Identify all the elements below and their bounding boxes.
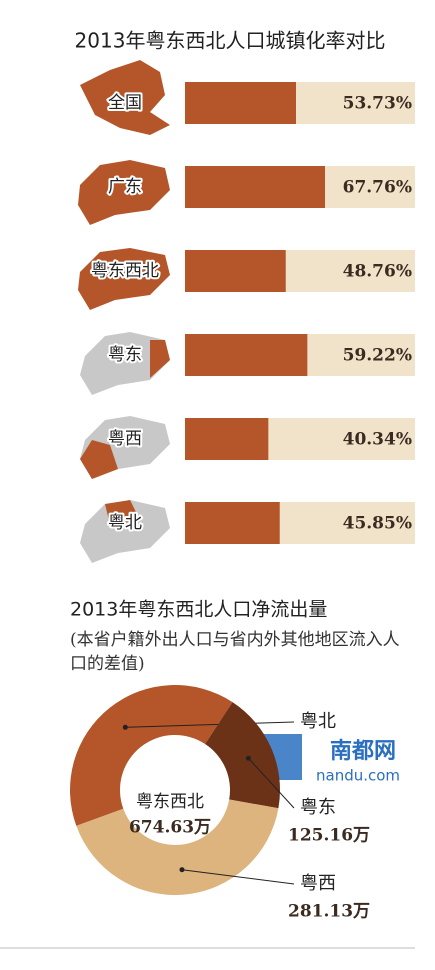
- center-total: 674.63万: [129, 818, 211, 838]
- bar-value-label: 45.85%: [343, 514, 412, 534]
- category-label: 粤西: [108, 429, 142, 449]
- segment-label: 粤东: [300, 797, 336, 818]
- bar-value-label: 53.73%: [343, 94, 412, 114]
- bar-value-label: 40.34%: [343, 430, 412, 450]
- category-label: 广东: [108, 177, 142, 197]
- bar-value-label: 59.22%: [343, 346, 412, 366]
- bar: [185, 334, 308, 376]
- segment-value-label: 125.16万: [288, 826, 370, 846]
- watermark: 南都网 nandu.com: [262, 734, 400, 785]
- category-label: 粤北: [108, 513, 142, 533]
- chart-title: 2013年粤东西北人口净流出量: [70, 599, 327, 621]
- center-label: 粤东西北: [136, 792, 204, 812]
- category-label: 全国: [108, 93, 142, 113]
- chart-title: 2013年粤东西北人口城镇化率对比: [75, 29, 386, 53]
- bar: [185, 166, 325, 208]
- category-label: 粤东西北: [91, 261, 159, 281]
- bar: [185, 250, 286, 292]
- bar: [185, 418, 269, 460]
- segment-label: 粤北: [300, 711, 336, 732]
- bar: [185, 82, 297, 124]
- segment-label: 粤西: [300, 873, 336, 894]
- segment-value-label: 281.13万: [288, 902, 370, 922]
- donut-segment: [205, 702, 280, 809]
- map-icons: [78, 60, 170, 563]
- watermark-brand: 南都网: [330, 739, 396, 764]
- leader-line: [248, 757, 295, 809]
- category-label: 粤东: [108, 345, 142, 365]
- bar: [185, 502, 280, 544]
- donut-segment: [69, 684, 233, 826]
- bar-value-label: 48.76%: [343, 262, 412, 282]
- chart-subtitle: (本省户籍外出人口与省内外其他地区流入人口的差值): [70, 630, 400, 674]
- watermark-url: nandu.com: [316, 767, 400, 785]
- leader-line: [125, 721, 295, 728]
- bar-value-label: 67.76%: [343, 178, 412, 198]
- donut-hole: [121, 736, 229, 844]
- donut-segment: [76, 799, 279, 896]
- leader-line: [181, 869, 295, 885]
